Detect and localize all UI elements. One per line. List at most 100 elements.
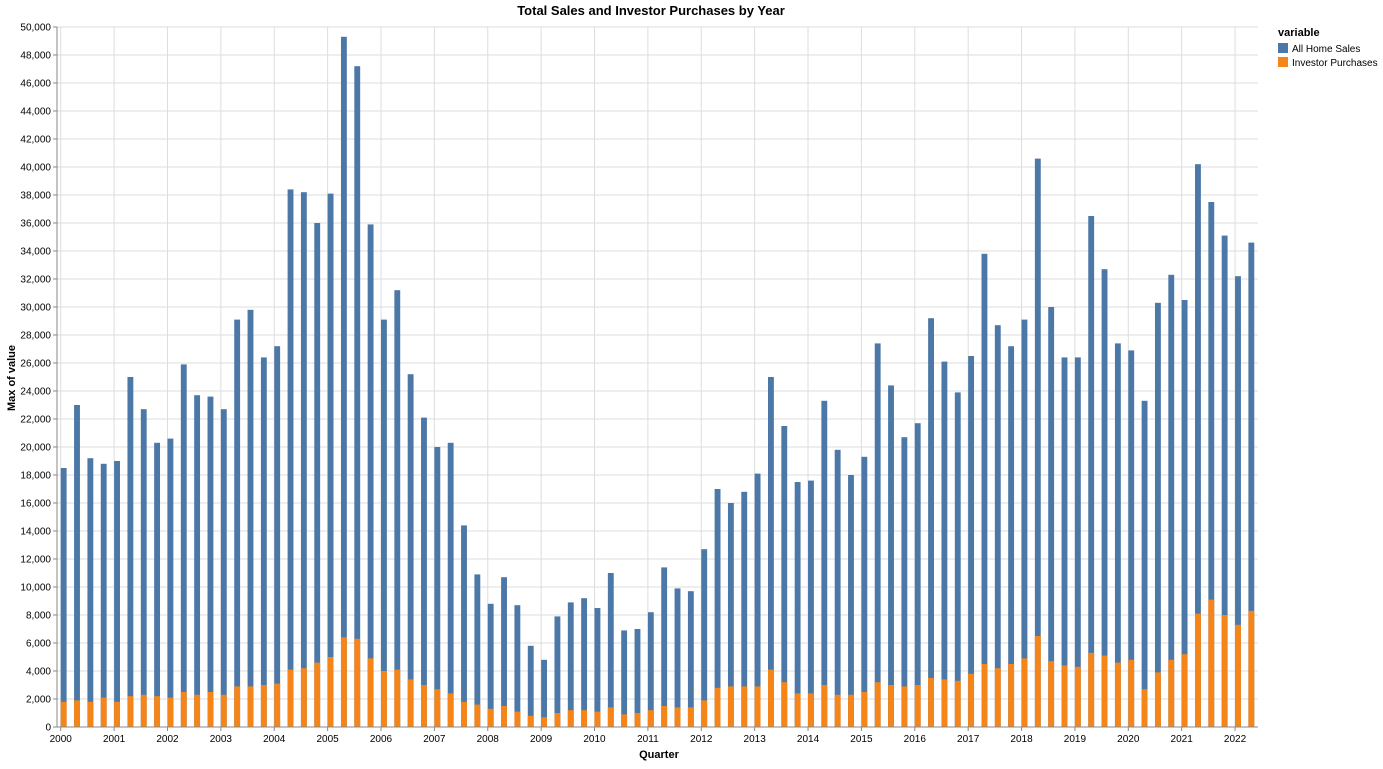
- series-all-home-sales: [60, 36, 1255, 728]
- bar-all-home-sales: [1168, 274, 1175, 727]
- bar-all-home-sales: [74, 405, 80, 727]
- bar-all-home-sales: [114, 461, 120, 727]
- y-tick-label: 46,000: [20, 79, 51, 90]
- bar-all-home-sales: [300, 192, 307, 727]
- bar-investor-purchases: [474, 704, 481, 727]
- bar-all-home-sales: [754, 473, 761, 727]
- bar-investor-purchases: [848, 694, 854, 727]
- bar-investor-purchases: [340, 637, 347, 727]
- bar-all-home-sales: [834, 449, 841, 727]
- bar-all-home-sales: [928, 318, 934, 727]
- y-tick-label: 40,000: [20, 163, 51, 174]
- bar-investor-purchases: [634, 713, 641, 727]
- bar-investor-purchases: [381, 671, 387, 727]
- bar-all-home-sales: [1181, 300, 1188, 727]
- bar-investor-purchases: [741, 686, 748, 727]
- bar-investor-purchases: [1048, 661, 1055, 727]
- bar-all-home-sales: [1235, 276, 1241, 727]
- x-tick-label: 2007: [423, 734, 446, 745]
- bar-all-home-sales: [287, 189, 294, 727]
- bar-all-home-sales: [381, 319, 387, 727]
- bar-investor-purchases: [154, 696, 161, 727]
- bar-investor-purchases: [234, 686, 241, 727]
- bar-all-home-sales: [180, 364, 187, 727]
- bar-investor-purchases: [87, 701, 94, 727]
- x-tick-label: 2018: [1010, 734, 1033, 745]
- bar-investor-purchases: [1128, 659, 1135, 727]
- bar-all-home-sales: [260, 357, 267, 727]
- bar-investor-purchases: [194, 694, 201, 727]
- bar-investor-purchases: [140, 694, 147, 727]
- bar-investor-purchases: [781, 682, 788, 727]
- bar-investor-purchases: [60, 701, 67, 727]
- bar-all-home-sales: [421, 417, 427, 727]
- bar-investor-purchases: [1248, 610, 1255, 727]
- x-tick-label: 2005: [317, 734, 340, 745]
- bar-all-home-sales: [541, 659, 548, 727]
- bar-all-home-sales: [981, 253, 988, 728]
- bar-investor-purchases: [914, 685, 921, 727]
- bar-investor-purchases: [1154, 672, 1161, 727]
- x-tick-label: 2010: [583, 734, 606, 745]
- bar-investor-purchases: [754, 686, 761, 727]
- y-tick-label: 6,000: [26, 639, 51, 650]
- bar-investor-purchases: [1021, 658, 1028, 727]
- bar-investor-purchases: [327, 657, 334, 727]
- y-tick-label: 22,000: [20, 415, 51, 426]
- bar-all-home-sales: [501, 577, 507, 727]
- bar-all-home-sales: [1101, 269, 1108, 727]
- bar-all-home-sales: [100, 463, 107, 727]
- bar-investor-purchases: [1168, 659, 1175, 727]
- bar-investor-purchases: [541, 717, 548, 727]
- bar-all-home-sales: [340, 36, 347, 728]
- y-tick-label: 32,000: [20, 275, 51, 286]
- y-tick-label: 50,000: [20, 23, 51, 34]
- bar-investor-purchases: [567, 710, 574, 727]
- y-tick-label: 2,000: [26, 695, 51, 706]
- bar-investor-purchases: [100, 697, 107, 727]
- bar-all-home-sales: [1021, 319, 1028, 727]
- y-tick-label: 14,000: [20, 527, 51, 538]
- bar-investor-purchases: [594, 711, 601, 727]
- bar-all-home-sales: [1128, 350, 1135, 727]
- bar-investor-purchases: [314, 662, 321, 727]
- bar-all-home-sales: [581, 598, 588, 727]
- y-tick-label: 16,000: [20, 499, 51, 510]
- bar-all-home-sales: [661, 567, 668, 727]
- bar-all-home-sales: [487, 603, 494, 727]
- y-tick-label: 44,000: [20, 107, 51, 118]
- bar-investor-purchases: [941, 679, 948, 727]
- legend-title: variable: [1278, 27, 1320, 39]
- legend-label-investor-purchases: Investor Purchases: [1292, 58, 1378, 69]
- bar-investor-purchases: [714, 687, 721, 727]
- y-tick-label: 24,000: [20, 387, 51, 398]
- bar-investor-purchases: [354, 638, 361, 727]
- x-tick-label: 2016: [904, 734, 927, 745]
- bar-all-home-sales: [794, 482, 801, 727]
- bar-all-home-sales: [1154, 302, 1161, 727]
- bar-all-home-sales: [274, 346, 281, 727]
- bar-investor-purchases: [127, 696, 134, 727]
- x-tick-label: 2020: [1117, 734, 1140, 745]
- bar-investor-purchases: [1221, 615, 1228, 727]
- x-tick-label: 2011: [637, 734, 659, 745]
- x-tick-label: 2013: [744, 734, 767, 745]
- bar-investor-purchases: [394, 669, 401, 727]
- x-axis-title: Quarter: [639, 749, 679, 761]
- bar-all-home-sales: [447, 442, 454, 727]
- y-tick-label: 48,000: [20, 51, 51, 62]
- bar-all-home-sales: [87, 458, 94, 727]
- legend-swatch-all-home-sales: [1278, 43, 1288, 53]
- bar-investor-purchases: [1101, 655, 1108, 727]
- bar-all-home-sales: [968, 356, 975, 727]
- bar-all-home-sales: [1088, 216, 1095, 727]
- bar-investor-purchases: [767, 669, 774, 727]
- bar-all-home-sales: [220, 409, 227, 727]
- bar-investor-purchases: [647, 710, 654, 727]
- bar-all-home-sales: [154, 442, 161, 727]
- y-tick-label: 8,000: [26, 611, 51, 622]
- bar-all-home-sales: [1248, 242, 1255, 727]
- bar-all-home-sales: [554, 616, 561, 727]
- bar-all-home-sales: [848, 475, 854, 727]
- bar-all-home-sales: [1195, 164, 1201, 727]
